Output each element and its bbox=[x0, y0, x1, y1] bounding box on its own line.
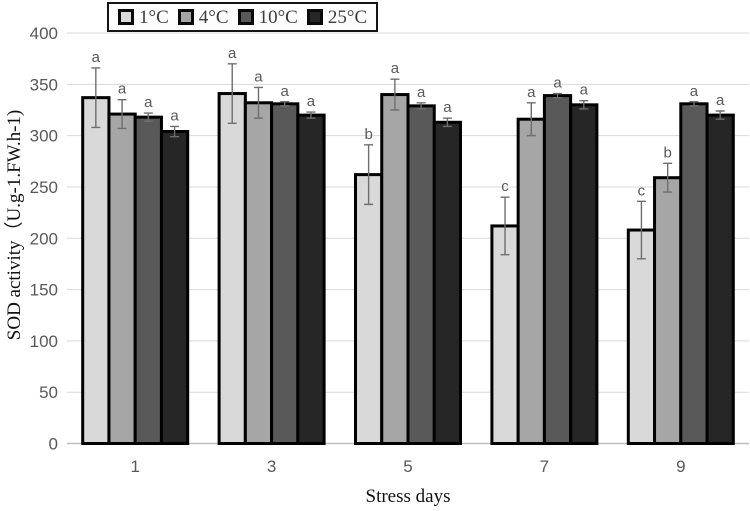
bar-1c-day7 bbox=[490, 224, 520, 445]
y-tick-250: 250 bbox=[30, 178, 58, 197]
bar-4c-day1 bbox=[107, 112, 137, 445]
legend-swatch-icon-1c bbox=[118, 9, 134, 25]
sig-letter-1c-day1: a bbox=[92, 49, 101, 66]
bar-4c-day3 bbox=[243, 101, 274, 445]
bar-series bbox=[81, 92, 735, 446]
error-bar-4c-day9 bbox=[663, 162, 673, 193]
bar-4c-day9 bbox=[653, 176, 683, 445]
bar-25c-day7 bbox=[569, 103, 599, 446]
error-bar-4c-day3 bbox=[253, 86, 263, 119]
error-bar-25c-day7 bbox=[579, 100, 589, 110]
sig-letter-4c-day9: b bbox=[664, 144, 672, 161]
x-tick-3: 3 bbox=[267, 457, 276, 476]
bar-10c-day1 bbox=[133, 115, 163, 445]
error-bar-10c-day7 bbox=[553, 92, 563, 99]
y-tick-150: 150 bbox=[30, 281, 58, 300]
sig-letter-25c-day1: a bbox=[170, 107, 179, 124]
x-tick-1: 1 bbox=[130, 457, 139, 476]
sig-letter-25c-day3: a bbox=[307, 93, 316, 110]
bar-4c-day5 bbox=[380, 93, 410, 445]
sig-letter-4c-day1: a bbox=[118, 81, 127, 98]
error-bar-10c-day9 bbox=[689, 101, 699, 107]
error-bar-10c-day3 bbox=[280, 101, 290, 107]
error-bar-1c-day9 bbox=[636, 200, 646, 260]
bar-4c-day7 bbox=[516, 117, 546, 446]
legend-label-25c: 25°C bbox=[327, 6, 368, 28]
sig-letter-25c-day5: a bbox=[443, 99, 452, 116]
x-tick-labels: 1 3 5 7 9 bbox=[130, 457, 685, 476]
bar-1c-day9 bbox=[626, 228, 657, 445]
error-bar-1c-day7 bbox=[500, 196, 510, 256]
sig-letter-4c-day7: a bbox=[527, 84, 536, 101]
bar-1c-day1 bbox=[81, 96, 111, 445]
sig-letter-4c-day5: a bbox=[391, 60, 400, 77]
sig-letter-10c-day5: a bbox=[417, 84, 426, 101]
error-bar-1c-day3 bbox=[227, 63, 237, 125]
error-bar-25c-day3 bbox=[306, 111, 316, 119]
legend-swatch-icon-10c bbox=[237, 9, 254, 25]
error-bar-10c-day1 bbox=[143, 112, 153, 122]
legend-label-1c: 1°C bbox=[139, 6, 169, 28]
y-tick-350: 350 bbox=[30, 75, 58, 94]
legend-swatch-icon-25c bbox=[306, 9, 323, 25]
bar-10c-day7 bbox=[542, 94, 573, 445]
legend-item-1c: 1°C bbox=[118, 8, 169, 27]
legend-label-10c: 10°C bbox=[258, 6, 298, 28]
sig-letter-25c-day7: a bbox=[580, 82, 589, 99]
y-tick-labels: 0 50 100 150 200 250 300 350 400 bbox=[30, 24, 58, 454]
bar-1c-day5 bbox=[354, 173, 384, 445]
error-bar-25c-day9 bbox=[715, 110, 725, 120]
error-bars bbox=[91, 63, 725, 260]
sig-letter-25c-day9: a bbox=[716, 92, 725, 109]
sig-letter-10c-day9: a bbox=[690, 83, 699, 100]
bar-25c-day3 bbox=[296, 113, 326, 445]
bar-25c-day1 bbox=[159, 130, 190, 446]
sig-letter-1c-day3: a bbox=[228, 45, 237, 62]
x-tick-5: 5 bbox=[403, 457, 412, 476]
sig-letter-10c-day3: a bbox=[281, 83, 290, 100]
sig-letter-1c-day9: c bbox=[638, 182, 646, 199]
legend-swatch-icon-4c bbox=[177, 9, 194, 25]
bar-10c-day9 bbox=[679, 102, 709, 445]
error-bar-4c-day7 bbox=[526, 102, 536, 137]
bar-10c-day5 bbox=[406, 104, 436, 446]
sig-letter-1c-day7: c bbox=[501, 178, 509, 195]
sig-letter-10c-day1: a bbox=[144, 94, 153, 111]
error-bar-25c-day1 bbox=[170, 125, 180, 138]
legend-label-4c: 4°C bbox=[198, 6, 229, 28]
error-bar-4c-day5 bbox=[390, 78, 400, 111]
sig-letter-4c-day3: a bbox=[254, 68, 263, 85]
y-tick-200: 200 bbox=[30, 229, 58, 248]
y-tick-0: 0 bbox=[49, 435, 58, 454]
y-tick-300: 300 bbox=[30, 127, 58, 146]
legend-item-25c: 25°C bbox=[306, 6, 368, 28]
bar-25c-day5 bbox=[432, 120, 462, 445]
y-axis-title: SOD activity（U.g-1.FW.h-1) bbox=[3, 110, 25, 340]
x-tick-7: 7 bbox=[540, 457, 549, 476]
sig-letter-1c-day5: b bbox=[364, 126, 372, 143]
error-bar-10c-day5 bbox=[416, 102, 426, 110]
error-bar-25c-day5 bbox=[442, 117, 452, 128]
x-axis-title: Stress days bbox=[366, 486, 451, 507]
bar-10c-day3 bbox=[270, 102, 300, 445]
y-tick-100: 100 bbox=[30, 332, 58, 351]
bar-25c-day9 bbox=[705, 113, 735, 445]
error-bar-1c-day1 bbox=[91, 67, 101, 129]
error-bar-1c-day5 bbox=[364, 144, 374, 206]
bar-1c-day3 bbox=[217, 92, 247, 446]
legend-item-10c: 10°C bbox=[237, 6, 298, 28]
sig-letter-10c-day7: a bbox=[553, 75, 562, 92]
legend: 1°C 4°C 10°C 25°C bbox=[107, 2, 379, 32]
legend-item-4c: 4°C bbox=[177, 6, 229, 28]
y-tick-400: 400 bbox=[30, 24, 58, 43]
error-bar-4c-day1 bbox=[117, 99, 127, 130]
x-tick-9: 9 bbox=[676, 457, 685, 476]
y-tick-50: 50 bbox=[39, 383, 58, 402]
